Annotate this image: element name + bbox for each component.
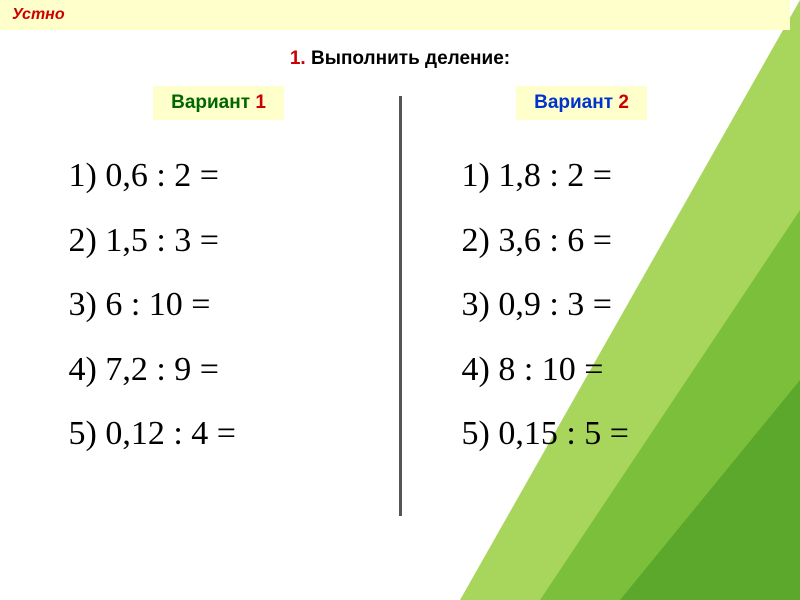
equation-row: 1) 0,6 : 2 = (69, 144, 236, 209)
columns-wrapper: Вариант 1 1) 0,6 : 2 = 2) 1,5 : 3 = 3) 6… (0, 86, 800, 516)
header-bar: Устно (0, 0, 790, 30)
column-variant-2: Вариант 2 1) 1,8 : 2 = 2) 3,6 : 6 = 3) 0… (402, 86, 762, 516)
variant-1-equations: 1) 0,6 : 2 = 2) 1,5 : 3 = 3) 6 : 10 = 4)… (39, 144, 236, 467)
variant-2-prefix: Вариант (534, 92, 618, 113)
equation-row: 5) 0,15 : 5 = (462, 402, 629, 467)
equation-row: 3) 0,9 : 3 = (462, 273, 629, 338)
equation-row: 5) 0,12 : 4 = (69, 402, 236, 467)
variant-2-num: 2 (618, 92, 629, 113)
task-number: 1. (290, 48, 306, 69)
equation-row: 4) 8 : 10 = (462, 338, 629, 403)
equation-row: 1) 1,8 : 2 = (462, 144, 629, 209)
task-text: Выполнить деление: (311, 48, 510, 69)
slide-container: Устно 1. Выполнить деление: Вариант 1 1)… (0, 0, 800, 600)
variant-2-equations: 1) 1,8 : 2 = 2) 3,6 : 6 = 3) 0,9 : 3 = 4… (402, 144, 629, 467)
column-variant-1: Вариант 1 1) 0,6 : 2 = 2) 1,5 : 3 = 3) 6… (39, 86, 399, 516)
variant-1-num: 1 (255, 92, 266, 113)
equation-row: 3) 6 : 10 = (69, 273, 236, 338)
variant-2-label: Вариант 2 (516, 86, 647, 120)
equation-row: 2) 3,6 : 6 = (462, 209, 629, 274)
task-title: 1. Выполнить деление: (0, 48, 800, 70)
variant-1-label: Вариант 1 (153, 86, 284, 120)
header-label: Устно (12, 6, 65, 23)
equation-row: 2) 1,5 : 3 = (69, 209, 236, 274)
variant-1-prefix: Вариант (171, 92, 255, 113)
equation-row: 4) 7,2 : 9 = (69, 338, 236, 403)
